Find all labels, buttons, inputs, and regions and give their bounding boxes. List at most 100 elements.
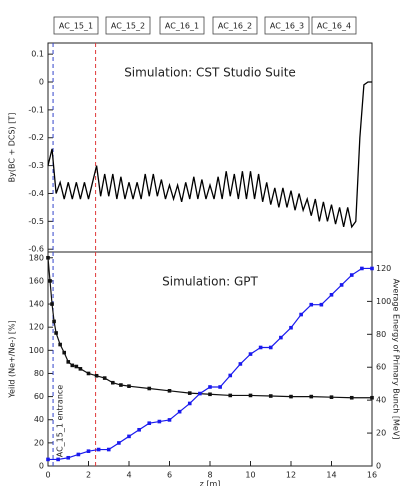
y2-tick-label: 0 [376, 462, 381, 471]
data-point [339, 283, 344, 287]
data-point [66, 360, 71, 364]
x-tick-label: 14 [326, 471, 336, 480]
section-label: AC_16_1 [165, 22, 199, 31]
data-point [208, 385, 212, 389]
data-point [258, 345, 263, 350]
x-tick-label: 10 [245, 471, 255, 480]
data-point [86, 371, 91, 376]
y2-tick-label: 20 [376, 429, 386, 438]
y-tick-label: -0.1 [28, 105, 44, 114]
data-point [319, 302, 324, 307]
section-label: AC_16_3 [270, 22, 304, 31]
data-point [238, 362, 243, 366]
y-tick-label: -0.2 [28, 133, 44, 142]
data-point [119, 383, 123, 387]
section-box [159, 16, 205, 35]
data-point [329, 395, 334, 399]
y-axis-label: By(BC + DCS) [T] [8, 113, 17, 183]
data-point [137, 427, 141, 432]
annotation: AC_15_1 entrance [56, 385, 65, 458]
y-tick-label: 0.1 [31, 50, 44, 59]
data-line [48, 267, 372, 461]
data-point [50, 302, 54, 306]
data-point [198, 391, 202, 396]
x-tick-label: 6 [167, 471, 172, 480]
y-tick-label: 160 [29, 276, 44, 285]
data-point [370, 266, 374, 271]
section-label: AC_16_2 [218, 22, 252, 31]
x-tick-label: 8 [207, 471, 212, 480]
section-box [53, 16, 99, 35]
data-point [248, 393, 253, 398]
section-box [212, 16, 258, 35]
data-point [349, 395, 354, 400]
y-tick-label: 20 [34, 438, 44, 447]
y-tick-label: 80 [34, 369, 44, 378]
y-tick-label: 100 [29, 346, 44, 355]
data-point [48, 279, 52, 283]
data-point [78, 367, 83, 371]
data-point [248, 352, 253, 356]
data-point [187, 391, 192, 395]
data-point [218, 385, 222, 389]
data-point [289, 325, 293, 330]
y-tick-label: 60 [34, 392, 44, 401]
section-box [264, 16, 310, 35]
y-tick-label: 0 [39, 78, 44, 87]
data-point [228, 373, 233, 378]
x-tick-label: 4 [126, 471, 131, 480]
data-point [76, 452, 81, 457]
data-point [228, 393, 233, 398]
y-tick-label: -0.4 [28, 189, 44, 198]
section-label: AC_15_1 [59, 22, 93, 31]
data-point [309, 394, 314, 399]
data-point [46, 255, 50, 260]
y-tick-label: 140 [29, 300, 44, 309]
data-point [360, 266, 364, 271]
y2-tick-label: 60 [376, 363, 386, 372]
data-point [54, 331, 58, 335]
data-point [62, 350, 66, 355]
data-point [349, 273, 354, 277]
data-point [309, 302, 314, 307]
data-point [52, 319, 56, 324]
data-point [289, 394, 293, 399]
data-point [102, 376, 107, 380]
y-tick-label: 0 [39, 462, 44, 471]
y-tick-label: -0.6 [28, 245, 44, 254]
x-axis-label: z [m] [200, 480, 221, 486]
x-tick-label: 2 [86, 471, 91, 480]
data-point [279, 335, 283, 340]
data-point [127, 384, 131, 388]
data-point [167, 418, 172, 422]
data-point [147, 386, 152, 391]
section-box [311, 16, 357, 35]
data-point [268, 345, 273, 350]
data-point [94, 373, 99, 378]
y2-tick-label: 40 [376, 396, 386, 405]
data-point [74, 364, 79, 369]
data-point [66, 455, 71, 460]
y2-tick-label: 120 [376, 264, 391, 273]
data-point [147, 421, 152, 425]
data-point [208, 392, 212, 397]
y-axis-label: Yeild (Ne+/Ne-) [%] [8, 320, 17, 399]
data-point [127, 434, 131, 439]
y2-tick-label: 80 [376, 330, 386, 339]
data-point [106, 447, 111, 452]
data-point [177, 409, 182, 414]
data-point [329, 293, 334, 297]
data-point [157, 419, 162, 424]
data-point [70, 363, 75, 368]
panel-title: Simulation: GPT [162, 275, 258, 289]
y2-axis-label: Average Energy of Primary Bunch [MeV] [392, 279, 401, 440]
data-point [111, 380, 115, 385]
data-point [58, 342, 62, 347]
section-box [105, 16, 151, 35]
data-point [370, 395, 374, 400]
data-line [47, 81, 372, 229]
y-tick-label: 180 [29, 253, 44, 262]
section-label: AC_15_2 [111, 22, 145, 31]
